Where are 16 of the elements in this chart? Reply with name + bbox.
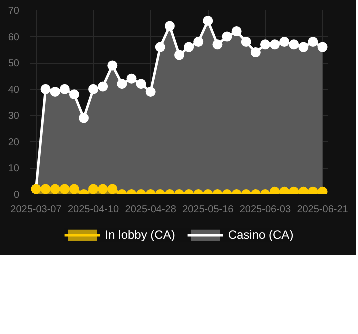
y-tick-label: 0 [14, 190, 20, 201]
y-tick-label: 70 [8, 6, 20, 17]
legend-label: In lobby (CA) [105, 228, 176, 242]
x-tick-label: 2025-04-10 [68, 204, 120, 216]
legend-label: Casino (CA) [228, 228, 294, 242]
x-tick-label: 2025-03-07 [10, 204, 62, 216]
y-tick-label: 20 [8, 137, 20, 148]
y-tick-label: 10 [8, 164, 20, 175]
y-tick-label: 60 [8, 32, 20, 44]
x-tick-label: 2025-06-21 [297, 204, 349, 216]
x-tick-label: 2025-05-16 [182, 204, 234, 216]
x-tick-label: 2025-06-03 [240, 204, 292, 216]
y-tick-label: 40 [8, 84, 20, 96]
x-tick-label: 2025-04-28 [125, 204, 177, 216]
y-tick-label: 30 [8, 111, 20, 122]
y-tick-label: 50 [8, 58, 20, 70]
